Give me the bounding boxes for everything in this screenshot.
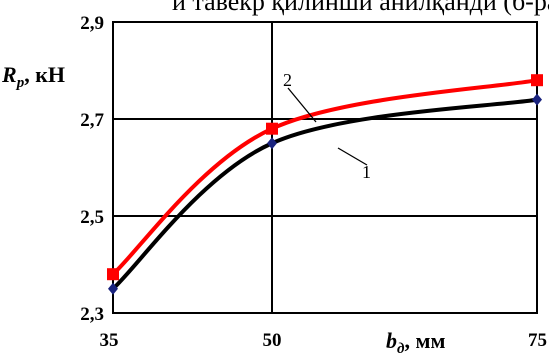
x-axis-label: bд, мм xyxy=(386,328,445,354)
y-tick-label: 2,7 xyxy=(80,110,104,131)
series-2-line xyxy=(111,78,539,277)
series-1-point xyxy=(267,137,277,150)
series-2-point xyxy=(531,74,543,87)
x-tick-label: 35 xyxy=(100,330,119,351)
series-1-line xyxy=(111,97,539,291)
x-tick-label: 75 xyxy=(528,330,547,351)
series-layer xyxy=(107,74,543,295)
x-tick-label: 50 xyxy=(263,330,282,351)
series-2-point xyxy=(107,268,119,281)
y-axis-label: Rp, кН xyxy=(1,62,65,91)
y-tick-label: 2,9 xyxy=(80,13,104,34)
series-2-tag: 2 xyxy=(283,70,292,90)
series-1-leader-line xyxy=(337,147,368,166)
y-tick-label: 2,3 xyxy=(80,304,104,325)
grid xyxy=(112,21,538,314)
cut-off-header-text: и тавекр қилинши анилқанди (б-ра xyxy=(172,0,549,16)
y-tick-label: 2,5 xyxy=(80,207,104,228)
tick-layer: 2,3 2,5 2,7 2,9 35 50 75 xyxy=(80,13,547,351)
series-2-point xyxy=(266,122,278,135)
plot-frame xyxy=(112,21,538,314)
series-1-point xyxy=(108,282,118,295)
series-2-leader-line xyxy=(287,87,317,123)
series-1-point xyxy=(532,93,542,106)
series-1-tag: 1 xyxy=(362,162,371,182)
